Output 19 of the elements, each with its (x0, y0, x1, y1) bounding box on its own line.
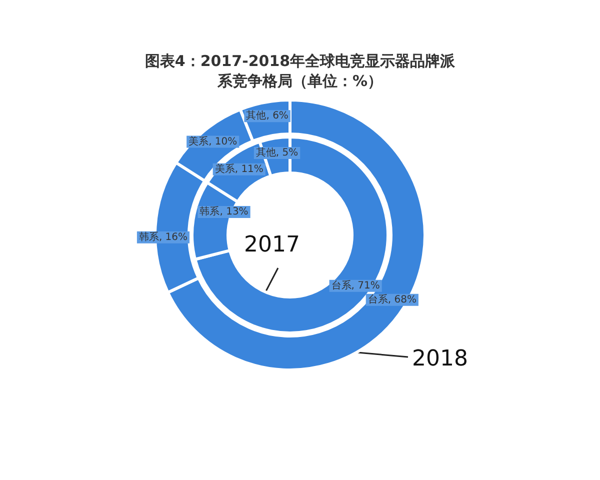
data-label: , 68% (388, 294, 416, 306)
slice-label: 美系 (188, 135, 209, 148)
slice-label: 其他 (246, 110, 266, 122)
data-label: , 16% (158, 232, 188, 243)
slice-label: 其他 (256, 146, 276, 159)
slice-label: 台系 (368, 293, 388, 306)
data-label: , 10% (208, 136, 238, 148)
data-label: , 13% (220, 206, 248, 218)
data-label: , 5% (276, 148, 298, 159)
data-label: , 71% (351, 280, 380, 292)
data-label: , 6% (266, 110, 288, 122)
slice-label: 2018 (412, 346, 468, 372)
slice-label: 台系 (331, 279, 352, 292)
slice-label: 韩系 (138, 230, 159, 243)
slice-label: 美系 (214, 162, 235, 175)
data-label: , 11% (234, 164, 264, 175)
chart-title: 图表4：2017-2018年全球电竞显示器品牌派系竞争格局（单位：%） (144, 52, 456, 90)
slice-label: 韩系 (200, 206, 220, 218)
slice-label: 2017 (244, 232, 300, 258)
